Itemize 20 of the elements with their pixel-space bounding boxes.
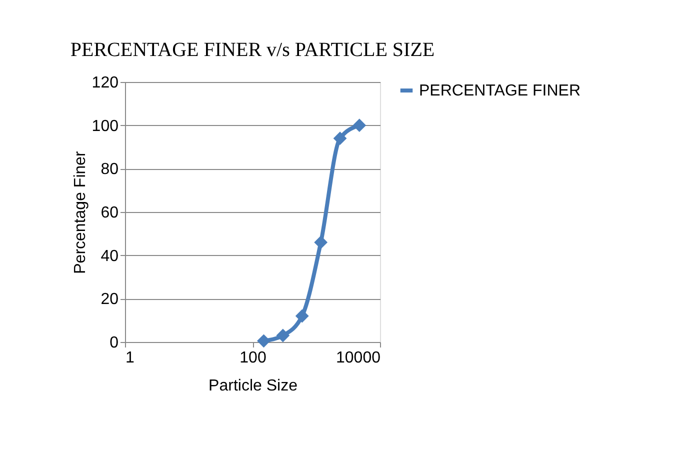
x-tick-label: 10000 <box>336 350 381 366</box>
y-tick-label: 0 <box>110 334 119 352</box>
chart-title: PERCENTAGE FINER v/s PARTICLE SIZE <box>70 39 435 61</box>
y-tick-label: 20 <box>100 291 119 308</box>
point <box>314 236 328 250</box>
y-tick-label: 40 <box>100 248 119 265</box>
point <box>257 334 270 348</box>
y-axis-title: Percentage Finer <box>72 150 89 274</box>
point <box>333 132 347 146</box>
point <box>352 118 366 132</box>
y-tick-label: 80 <box>100 161 119 178</box>
legend-label: PERCENTAGE FINER <box>419 82 580 100</box>
point <box>295 309 309 323</box>
x-tick-label: 1 <box>126 350 134 366</box>
point <box>276 328 290 342</box>
x-axis-title: Particle Size <box>208 378 298 394</box>
y-tick-label: 60 <box>100 204 119 222</box>
y-tick-label: 100 <box>92 118 119 135</box>
x-tick-label: 100 <box>240 350 266 366</box>
y-tick-label: 120 <box>92 74 119 92</box>
